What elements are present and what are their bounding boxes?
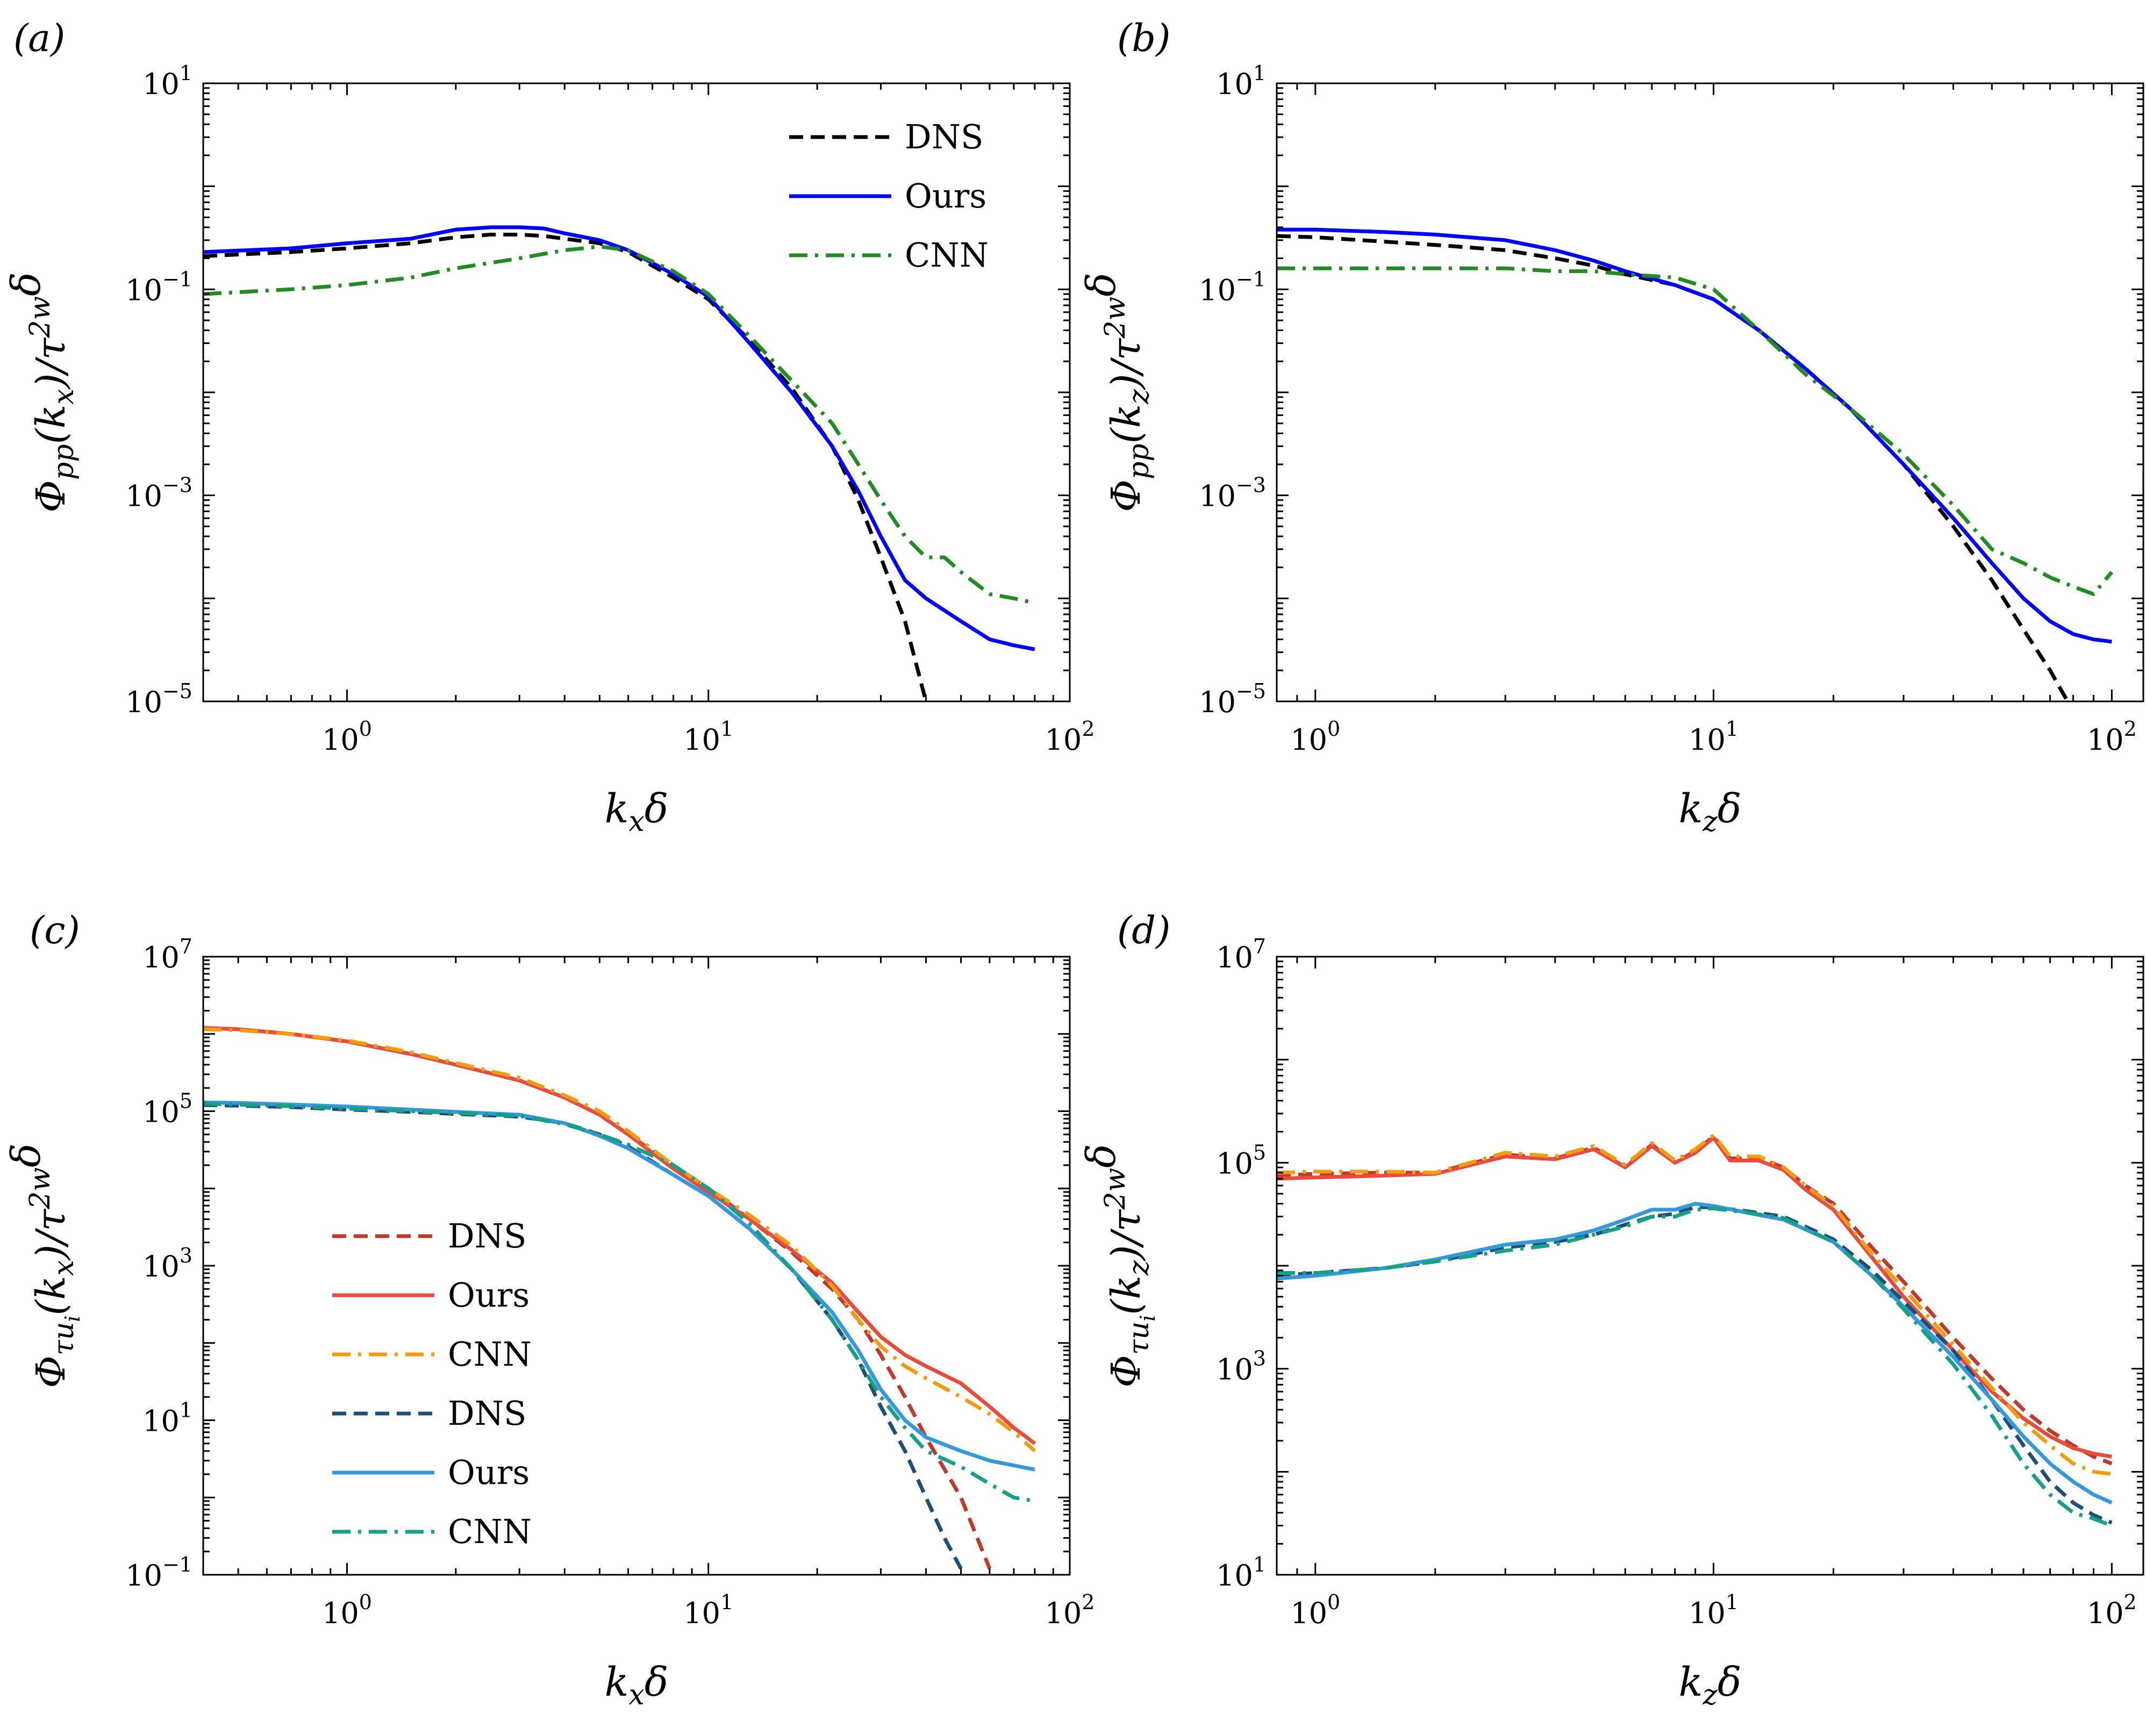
x-tick-label: 102 [1045, 717, 1095, 757]
series-line-cnn-5 [203, 1102, 1035, 1503]
y-tick-label: 107 [1216, 935, 1266, 974]
series-line-ours-1 [1277, 1136, 2112, 1459]
plot-frame [1276, 82, 2144, 702]
x-tick-label: 102 [2087, 717, 2137, 757]
y-tick-label: 101 [1216, 61, 1266, 101]
legend-entry: CNN [905, 235, 989, 275]
y-tick-label: 10−1 [125, 1553, 192, 1592]
series-line-ours-4 [203, 1100, 1035, 1472]
plot-frame [202, 956, 1071, 1576]
legend-entry: DNS [448, 1216, 526, 1256]
x-tick-label: 102 [2087, 1590, 2137, 1630]
series-line-cnn-2 [203, 245, 1035, 605]
chart-panel-b: (b) 100 101 102 10−5 10−3 10−1 101 kzδ Φpp(kz)/τ2… [1078, 16, 2144, 838]
x-tick-label: 100 [322, 1590, 372, 1630]
panel-label: (b) [1117, 16, 1170, 60]
x-tick-label: 101 [683, 1590, 733, 1630]
chart-panel-a: (a) 100 101 102 10−5 10−3 10−1 101 kxδ Φpp(kx)/τ2… [3, 16, 1095, 838]
y-axis-label: Φpp(kz)/τ2wδ [1078, 272, 1155, 512]
series-line-ours-4 [1277, 1202, 2113, 1505]
y-tick-label: 10−3 [125, 474, 192, 513]
series-line-cnn-5 [1277, 1206, 2113, 1527]
series-line-cnn-2 [203, 1027, 1036, 1453]
series-group [203, 225, 1035, 701]
y-tick-label: 105 [142, 1089, 192, 1129]
y-tick-label: 10−1 [1199, 267, 1266, 307]
x-axis-label: kzδ [1679, 786, 1742, 838]
series-group [203, 1025, 1036, 1570]
legend-entry: CNN [448, 1335, 532, 1374]
y-tick-label: 107 [142, 935, 192, 974]
y-tick-label: 10−1 [125, 267, 192, 307]
legend-entry: Ours [448, 1275, 530, 1315]
legend-entry: DNS [448, 1394, 526, 1433]
x-tick-label: 100 [322, 717, 372, 757]
y-axis-label: Φτui(kz)/τ2wδ [1078, 1144, 1160, 1387]
legend-entry: Ours [448, 1453, 530, 1492]
panel-label: (d) [1117, 908, 1170, 952]
y-tick-label: 101 [142, 61, 192, 101]
panel-label: (a) [13, 16, 65, 60]
series-line-dns-3 [1277, 1205, 2113, 1525]
y-tick-label: 103 [142, 1244, 192, 1283]
x-tick-label: 102 [1045, 1590, 1095, 1630]
x-tick-label: 101 [1689, 1590, 1739, 1630]
chart-panel-d: (d) 100 101 102 101 103 105 107 kzδ Φτui(kz)/τ2wδ [1078, 908, 2144, 1711]
chart-panel-c: (c) 100 101 102 10−1 101 103 105 107 kxδ Φτui(kx)/… [3, 908, 1095, 1711]
y-tick-label: 10−3 [1199, 474, 1266, 513]
y-tick-label: 105 [1216, 1140, 1266, 1180]
x-tick-label: 100 [1290, 1590, 1340, 1630]
x-tick-label: 100 [1290, 717, 1340, 757]
series-line-dns-0 [203, 233, 928, 701]
y-tick-label: 101 [1216, 1553, 1266, 1592]
y-tick-label: 10−5 [1199, 679, 1266, 719]
series-line-ours-1 [203, 1025, 1036, 1445]
series-line-ours-1 [1277, 227, 2112, 644]
y-axis-label: Φτui(kx)/τ2wδ [3, 1143, 84, 1388]
legend: DNS Ours CNN DNS Ours CNN [332, 1216, 532, 1551]
x-axis-label: kxδ [605, 786, 669, 838]
series-line-cnn-2 [1277, 266, 2113, 596]
y-tick-label: 101 [142, 1398, 192, 1438]
legend: DNS Ours CNN [789, 117, 989, 275]
panel-label: (c) [30, 908, 80, 952]
x-tick-label: 101 [683, 717, 733, 757]
series-group [1277, 1133, 2113, 1527]
series-group [1277, 227, 2113, 701]
y-tick-label: 103 [1216, 1347, 1266, 1387]
series-line-cnn-2 [1277, 1133, 2112, 1476]
series-line-dns-0 [1277, 1134, 2113, 1466]
series-line-ours-1 [203, 225, 1035, 651]
x-axis-label: kxδ [605, 1659, 669, 1711]
y-tick-label: 10−5 [125, 679, 192, 719]
x-axis-label: kzδ [1679, 1659, 1742, 1711]
y-axis-label: Φpp(kx)/τ2wδ [3, 272, 80, 512]
legend-entry: Ours [905, 176, 986, 216]
series-line-dns-0 [1277, 234, 2070, 701]
legend-entry: DNS [905, 117, 983, 156]
x-tick-label: 101 [1689, 717, 1739, 757]
legend-entry: CNN [448, 1512, 532, 1551]
